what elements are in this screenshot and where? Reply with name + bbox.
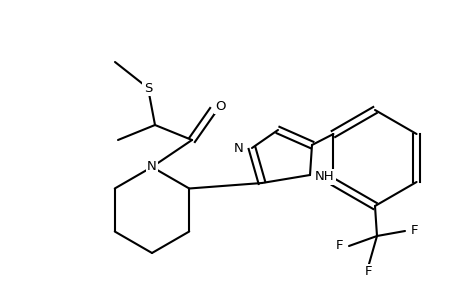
Text: F: F	[364, 266, 372, 278]
Text: O: O	[215, 100, 226, 112]
Text: N: N	[234, 142, 243, 154]
Text: F: F	[410, 224, 418, 238]
Text: NH: NH	[314, 170, 334, 184]
Text: S: S	[144, 82, 152, 94]
Text: N: N	[147, 160, 157, 173]
Text: F: F	[335, 239, 342, 253]
